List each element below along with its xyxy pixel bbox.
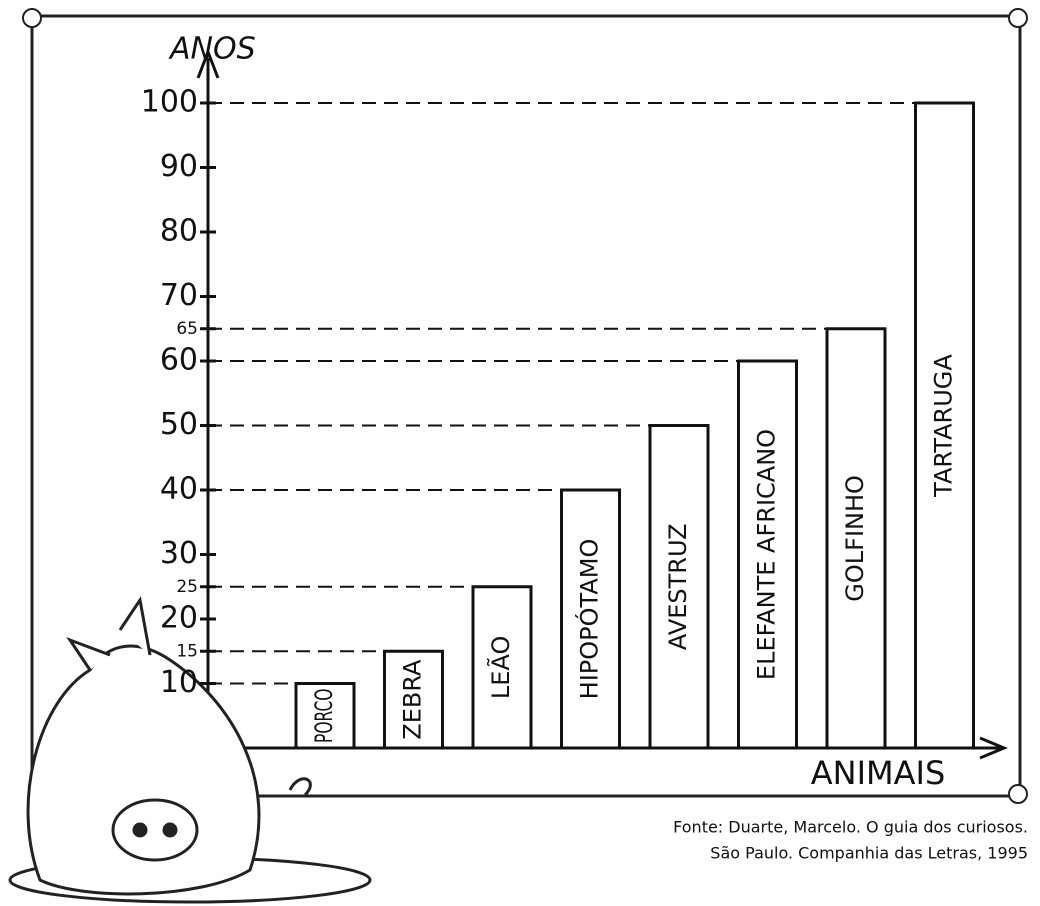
y-tick-label: 90: [160, 149, 198, 184]
y-tick-label: 65: [176, 319, 198, 339]
frame: [30, 14, 1022, 798]
bar: [294, 682, 356, 750]
bar: [560, 488, 621, 750]
frame-pin: [22, 8, 42, 28]
bar: [471, 585, 533, 750]
frame-pin: [1008, 784, 1028, 804]
y-tick-label: 20: [160, 601, 198, 636]
x-axis-label: ANIMAIS: [811, 754, 946, 792]
bar-label: PORCO: [310, 689, 338, 744]
y-tick-label: 40: [160, 472, 198, 507]
y-tick-label: 10: [160, 665, 198, 700]
bar-label: ELEFANTE AFRICANO: [753, 429, 781, 680]
source-line: São Paulo. Companhia das Letras, 1995: [710, 844, 1028, 863]
y-tick-label: 25: [176, 577, 198, 597]
bar: [825, 327, 887, 750]
y-tick-label: 70: [160, 278, 198, 313]
y-tick-label: 80: [160, 214, 198, 249]
bar: [648, 424, 710, 750]
bar-label: HIPOPÓTAMO: [574, 539, 604, 700]
bar-label: ZEBRA: [399, 659, 427, 740]
source-line: Fonte: Duarte, Marcelo. O guia dos curio…: [673, 818, 1028, 837]
y-tick-label: 60: [160, 343, 198, 378]
frame-pin: [1008, 8, 1028, 28]
y-axis-arrow: [196, 47, 220, 79]
y-tick-label: 100: [141, 85, 198, 120]
bar-label: TARTARUGA: [930, 354, 958, 498]
bar-label: AVESTRUZ: [664, 523, 692, 650]
bar: [383, 649, 444, 750]
bar: [914, 101, 975, 750]
y-axis-label: ANOS: [168, 32, 256, 67]
bar: [737, 359, 798, 750]
bar-label: GOLFINHO: [841, 475, 869, 602]
y-tick-label: 15: [176, 641, 198, 661]
y-tick-label: 50: [160, 407, 198, 442]
bar-label: LEÃO: [485, 636, 515, 699]
y-tick-label: 30: [160, 536, 198, 571]
x-axis-arrow: [979, 736, 1008, 760]
pig-illustration: [8, 596, 372, 904]
